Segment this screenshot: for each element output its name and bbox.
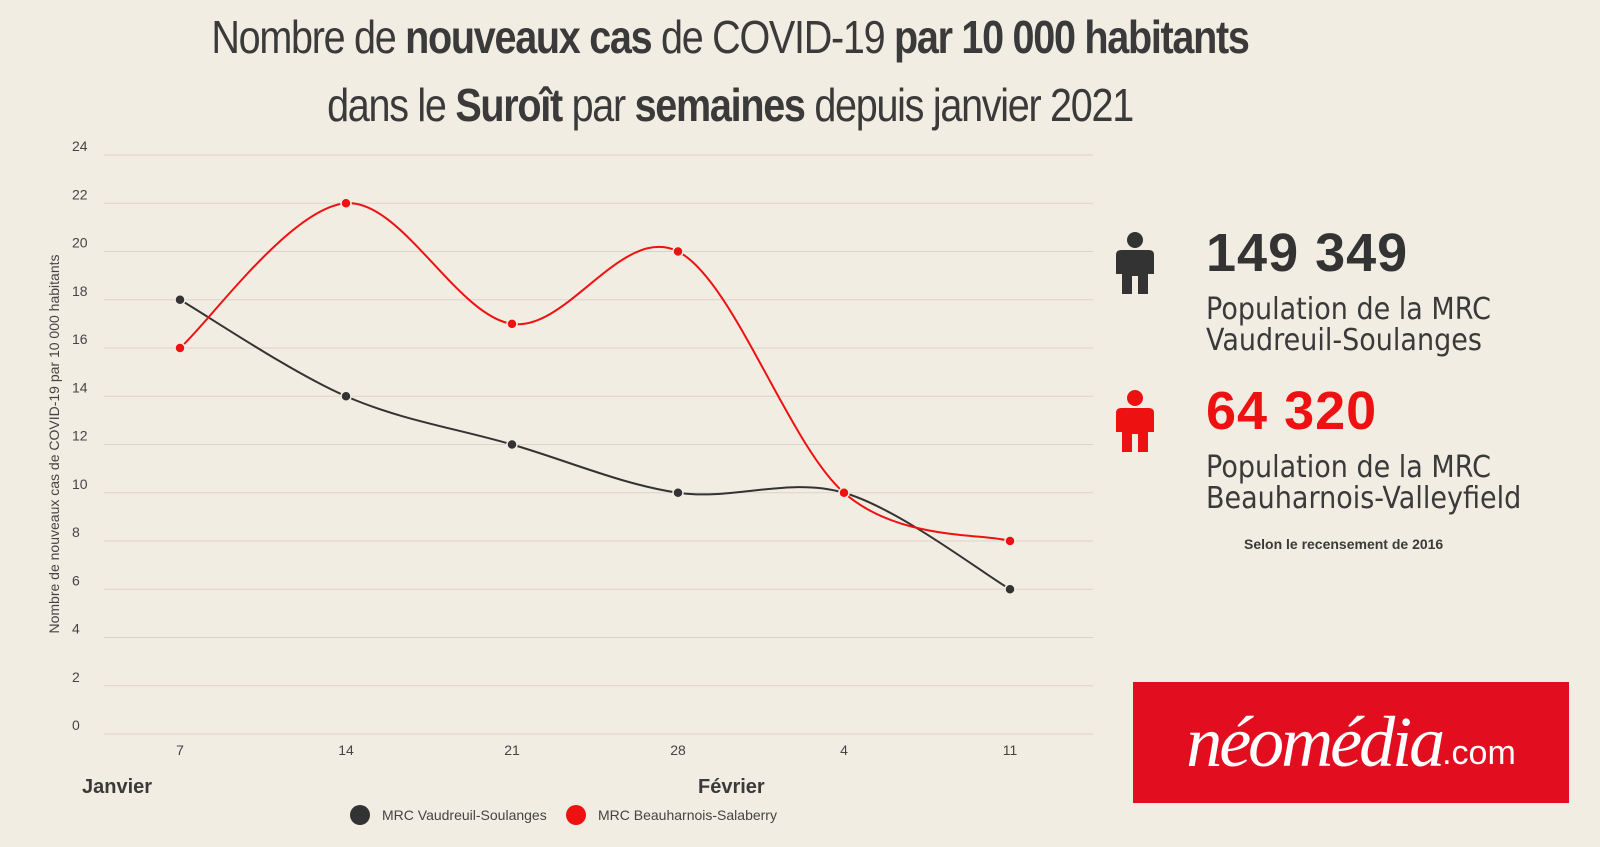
data-point bbox=[506, 438, 518, 451]
population-beauharnois-value: 64 320 bbox=[1206, 381, 1378, 441]
legend-label-0: MRC Vaudreuil-Soulanges bbox=[382, 807, 547, 823]
y-tick-label: 8 bbox=[72, 524, 80, 540]
x-tick-label: 11 bbox=[1003, 742, 1018, 758]
title-line1-segment-2: de COVID-19 bbox=[651, 11, 895, 63]
person-icon bbox=[1116, 390, 1154, 452]
legend-marker-0 bbox=[350, 805, 370, 825]
legend-marker-1 bbox=[566, 805, 586, 825]
data-point bbox=[506, 318, 518, 330]
y-axis-label: Nombre de nouveaux cas de COVID-19 par 1… bbox=[46, 254, 62, 633]
legend-label-1: MRC Beauharnois-Salaberry bbox=[598, 807, 777, 823]
y-tick-label: 22 bbox=[72, 186, 88, 202]
x-tick-label: 21 bbox=[504, 742, 520, 758]
data-point bbox=[340, 197, 352, 209]
data-point bbox=[672, 487, 684, 499]
title-line1-segment-3: par 10 000 habitants bbox=[894, 11, 1250, 63]
x-tick-label: 4 bbox=[840, 742, 848, 758]
y-tick-label: 12 bbox=[72, 428, 88, 444]
person-icon bbox=[1116, 232, 1154, 294]
data-point bbox=[672, 245, 684, 258]
y-tick-label: 18 bbox=[72, 283, 88, 299]
y-tick-label: 0 bbox=[72, 717, 80, 733]
logo-domain-text: .com bbox=[1442, 734, 1516, 772]
chart-title-line1: Nombre de nouveaux cas de COVID-19 par 1… bbox=[102, 10, 1358, 64]
data-point bbox=[174, 294, 186, 306]
census-note: Selon le recensement de 2016 bbox=[1244, 536, 1444, 552]
population-vaudreuil-value: 149 349 bbox=[1206, 223, 1409, 283]
x-tick-label: 14 bbox=[338, 742, 354, 758]
series-line-1 bbox=[179, 202, 1011, 542]
population-beauharnois-label: Population de la MRC Beauharnois-Valleyfi… bbox=[1206, 450, 1522, 516]
data-point bbox=[174, 342, 186, 354]
series-line-0 bbox=[179, 298, 1011, 591]
x-tick-label: 7 bbox=[176, 742, 184, 758]
data-point bbox=[838, 487, 850, 499]
title-line2-segment-2: par bbox=[561, 79, 635, 131]
title-line2-segment-1: Suroît bbox=[455, 79, 563, 131]
y-tick-label: 6 bbox=[72, 572, 80, 588]
y-tick-label: 4 bbox=[72, 621, 80, 637]
y-tick-label: 20 bbox=[72, 235, 88, 251]
population-vaudreuil-label: Population de la MRC Vaudreuil-Soulanges bbox=[1206, 292, 1491, 358]
month-label-fevrier: Février bbox=[698, 776, 765, 798]
title-line1-segment-1: nouveaux cas bbox=[405, 11, 652, 63]
neomedia-logo[interactable]: néomédia .com bbox=[1133, 682, 1569, 803]
title-line1-segment-0: Nombre de bbox=[211, 11, 406, 63]
chart-title-line2: dans le Suroît par semaines depuis janvi… bbox=[102, 78, 1358, 132]
data-point bbox=[1004, 583, 1016, 595]
y-tick-label: 14 bbox=[72, 379, 88, 395]
title-line2-segment-3: semaines bbox=[634, 79, 806, 131]
title-line2-segment-0: dans le bbox=[327, 79, 456, 131]
data-point bbox=[340, 390, 352, 402]
y-tick-label: 24 bbox=[72, 138, 88, 154]
logo-main-text: néomédia bbox=[1186, 702, 1445, 782]
y-tick-label: 2 bbox=[72, 669, 80, 685]
y-tick-label: 10 bbox=[72, 476, 88, 492]
month-label-janvier: Janvier bbox=[82, 776, 152, 798]
x-tick-label: 28 bbox=[670, 742, 686, 758]
title-line2-segment-4: depuis janvier 2021 bbox=[804, 79, 1134, 131]
data-point bbox=[1004, 535, 1016, 547]
y-tick-label: 16 bbox=[72, 331, 88, 347]
